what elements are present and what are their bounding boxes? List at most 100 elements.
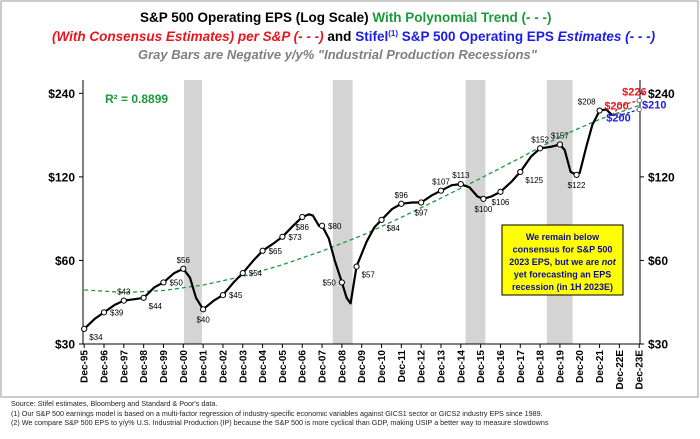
data-point-marker bbox=[259, 247, 266, 254]
title-line-2-stifel: Stifel bbox=[355, 29, 388, 44]
x-tick-label: Dec-02 bbox=[218, 350, 229, 383]
actual-eps-line bbox=[83, 108, 613, 330]
data-label: $97 bbox=[414, 209, 428, 218]
series bbox=[81, 97, 642, 333]
x-tick-label: Dec-07 bbox=[318, 350, 329, 383]
x-tick-label: Dec-22E bbox=[615, 350, 626, 390]
estimate-label: $200 bbox=[606, 113, 630, 125]
annotation-line: consensus for S&P 500 bbox=[513, 245, 613, 255]
title-line-3: Gray Bars are Negative y/y% "Industrial … bbox=[138, 47, 538, 62]
x-tick-label: Dec-11 bbox=[397, 350, 408, 383]
data-point-marker bbox=[100, 309, 108, 316]
x-tick-label: Dec-17 bbox=[516, 350, 527, 383]
x-tick-label: Dec-09 bbox=[357, 350, 368, 383]
data-point-marker bbox=[219, 292, 227, 299]
x-tick-label: Dec-23E bbox=[635, 350, 646, 390]
title-line-2-sup: (1) bbox=[388, 29, 398, 38]
recession-bar bbox=[465, 80, 486, 344]
x-tick-label: Dec-98 bbox=[139, 350, 150, 383]
title-line-2-and: and bbox=[327, 29, 351, 44]
x-tick-label: Dec-01 bbox=[199, 350, 210, 383]
data-label: $107 bbox=[432, 178, 450, 187]
recession-bars bbox=[184, 80, 573, 344]
data-label: $157 bbox=[551, 131, 569, 140]
y-tick-label-right: $30 bbox=[648, 338, 668, 352]
x-tick-label: Dec-95 bbox=[80, 350, 91, 383]
title-line-1: S&P 500 Operating EPS (Log Scale) With P… bbox=[140, 10, 551, 25]
x-tick-label: Dec-18 bbox=[536, 350, 547, 383]
data-label: $125 bbox=[525, 176, 543, 185]
data-label: $73 bbox=[288, 233, 302, 242]
title-line-1-black: S&P 500 Operating EPS (Log Scale) bbox=[140, 10, 369, 25]
annotation-line: recession (in 1H 2023E) bbox=[512, 282, 613, 292]
y-tick-label-right: $120 bbox=[648, 170, 675, 184]
annotation-line: We remain below bbox=[526, 232, 600, 242]
data-label: $34 bbox=[89, 333, 103, 342]
data-point-marker bbox=[378, 216, 385, 223]
x-tick-label: Dec-16 bbox=[496, 350, 507, 383]
estimate-marker bbox=[616, 112, 622, 118]
x-tick-label: Dec-12 bbox=[417, 350, 428, 383]
stifel-estimate-line bbox=[612, 108, 640, 116]
data-point-marker bbox=[160, 279, 167, 286]
x-tick-label: Dec-06 bbox=[298, 350, 309, 383]
data-label: $113 bbox=[452, 171, 470, 180]
data-label: $84 bbox=[387, 224, 401, 233]
annotation-box bbox=[501, 224, 624, 296]
y-tick-label-left: $60 bbox=[55, 254, 75, 268]
title-line-1-green: With Polynomial Trend (- - -) bbox=[372, 10, 551, 25]
data-point-marker bbox=[180, 265, 187, 272]
data-point-marker bbox=[556, 141, 564, 148]
x-tick-label: Dec-00 bbox=[179, 350, 190, 383]
recession-bar bbox=[546, 80, 573, 344]
x-tick-label: Dec-19 bbox=[555, 350, 566, 383]
recession-bar bbox=[332, 80, 353, 344]
x-tick-label: Dec-15 bbox=[476, 350, 487, 383]
y-tick-label-left: $240 bbox=[48, 87, 75, 101]
data-label: $43 bbox=[117, 288, 131, 297]
estimate-marker bbox=[636, 97, 642, 104]
data-label: $80 bbox=[328, 222, 342, 231]
data-point-marker bbox=[480, 195, 487, 202]
x-tick-label: Dec-04 bbox=[258, 350, 269, 383]
data-point-marker bbox=[239, 270, 246, 277]
title-line-2-blue-a: S&P 500 Operating EPS bbox=[402, 29, 554, 44]
x-tick-label: Dec-08 bbox=[337, 350, 348, 383]
x-tick-label: Dec-21 bbox=[595, 350, 606, 383]
annotation-line: 2023 EPS, but we are not bbox=[509, 257, 617, 267]
x-tick-label: Dec-97 bbox=[119, 350, 130, 383]
data-point-marker bbox=[437, 187, 445, 194]
data-label: $106 bbox=[492, 198, 510, 207]
data-point-marker bbox=[200, 306, 207, 313]
data-point-marker bbox=[140, 294, 147, 301]
x-tick-label: Dec-96 bbox=[100, 350, 111, 383]
estimate-marker bbox=[616, 103, 622, 110]
data-label: $96 bbox=[395, 191, 409, 200]
annotation-line: yet forecasting an EPS bbox=[514, 270, 612, 280]
data-point-marker bbox=[573, 171, 580, 178]
data-label: $208 bbox=[578, 98, 596, 107]
y-tick-label-right: $240 bbox=[648, 87, 675, 101]
r-squared-label: R² = 0.8899 bbox=[105, 92, 168, 106]
estimate-label: $200 bbox=[604, 100, 628, 112]
x-tick-label: Dec-99 bbox=[159, 350, 170, 383]
data-label: $50 bbox=[169, 278, 183, 287]
x-tick-label: Dec-10 bbox=[377, 350, 388, 383]
x-tick-label: Dec-14 bbox=[456, 350, 467, 383]
footnotes: Source: Stifel estimates, Bloomberg and … bbox=[11, 399, 697, 428]
footnote-2: (2) We compare S&P 500 EPS to y/y% U.S. … bbox=[11, 418, 549, 428]
data-point-marker bbox=[457, 181, 464, 188]
data-point-marker bbox=[418, 199, 425, 206]
data-label: $122 bbox=[568, 181, 586, 190]
data-point-marker bbox=[120, 297, 127, 304]
title-line-2-red: (With Consensus Estimates) per S&P (- - … bbox=[52, 29, 324, 44]
data-label: $65 bbox=[269, 247, 283, 256]
data-label: $86 bbox=[296, 223, 310, 232]
title-line-2-blue-c: (- - -) bbox=[625, 29, 655, 44]
title-line-2-blue-b: Estimates bbox=[558, 29, 622, 44]
data-label: $100 bbox=[475, 205, 493, 214]
estimate-label: $226 bbox=[622, 87, 646, 99]
x-tick-label: Dec-13 bbox=[436, 350, 447, 383]
data-point-marker bbox=[353, 263, 360, 270]
